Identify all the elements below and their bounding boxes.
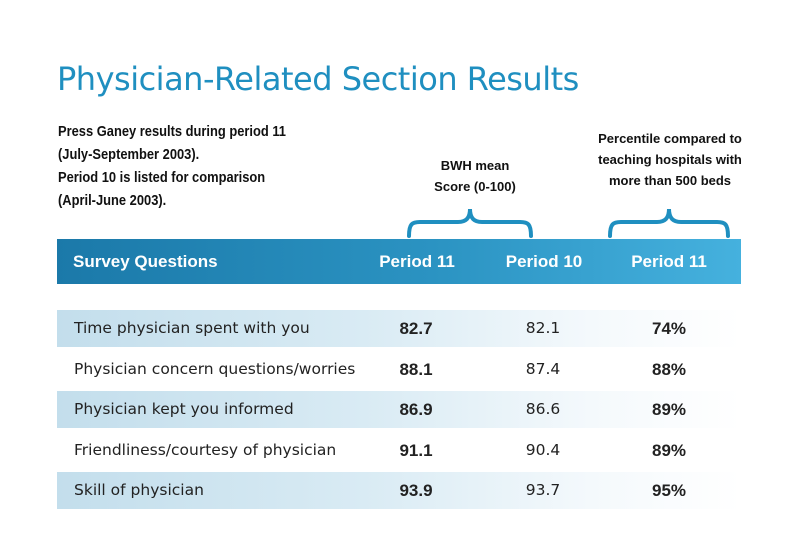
group-label-line: BWH mean — [440, 158, 510, 173]
table-row: Friendliness/courtesy of physician 91.1 … — [57, 432, 741, 469]
value: 95% — [651, 481, 687, 500]
value: 82.1 — [525, 319, 561, 337]
value: 91.1 — [399, 441, 433, 460]
page-title: Physician-Related Section Results — [57, 60, 579, 98]
table-row: Time physician spent with you 82.7 82.1 … — [57, 310, 741, 347]
value: 90.4 — [525, 441, 561, 459]
value: 93.7 — [525, 481, 561, 499]
group-label-line: Score (0-100) — [434, 179, 516, 194]
bwh-mean-group-label: BWH mean Score (0-100) — [405, 155, 545, 197]
value: 88% — [651, 360, 687, 379]
header-label: Period 10 — [505, 252, 583, 271]
intro-text: Press Ganey results during period 11 (Ju… — [58, 120, 286, 212]
value: 88.1 — [399, 360, 433, 379]
value: 93.9 — [399, 481, 433, 500]
intro-line: Press Ganey results during period 11 — [58, 123, 286, 140]
value: 86.9 — [399, 400, 433, 419]
intro-line: (April-June 2003). — [58, 192, 167, 209]
bwh-brace-icon — [407, 208, 533, 238]
value: 89% — [651, 400, 687, 419]
header-survey-questions: Survey Questions — [73, 252, 218, 271]
header-label: Period 11 — [379, 252, 455, 271]
question-text: Friendliness/courtesy of physician — [74, 441, 337, 459]
header-label: Period 11 — [631, 252, 707, 271]
table-row: Physician kept you informed 86.9 86.6 89… — [57, 391, 741, 428]
value: 82.7 — [399, 319, 433, 338]
table-header: Survey Questions Period 11 Period 10 Per… — [57, 239, 741, 284]
intro-line: (July-September 2003). — [58, 146, 200, 163]
value: 74% — [651, 319, 687, 338]
percentile-brace-icon — [608, 208, 730, 238]
value: 86.6 — [525, 400, 561, 418]
percentile-group-label: Percentile compared to teaching hospital… — [590, 128, 750, 191]
value: 89% — [651, 441, 687, 460]
value: 87.4 — [525, 360, 561, 378]
question-text: Physician kept you informed — [74, 400, 294, 418]
intro-line: Period 10 is listed for comparison — [58, 169, 266, 186]
table-row: Physician concern questions/worries 88.1… — [57, 351, 741, 388]
group-label-line: teaching hospitals with — [598, 152, 742, 167]
question-text: Time physician spent with you — [74, 319, 310, 337]
question-text: Physician concern questions/worries — [74, 360, 356, 378]
table-row: Skill of physician 93.9 93.7 95% — [57, 472, 741, 509]
group-label-line: Percentile compared to — [598, 131, 742, 146]
group-label-line: more than 500 beds — [608, 173, 732, 188]
question-text: Skill of physician — [74, 481, 204, 499]
